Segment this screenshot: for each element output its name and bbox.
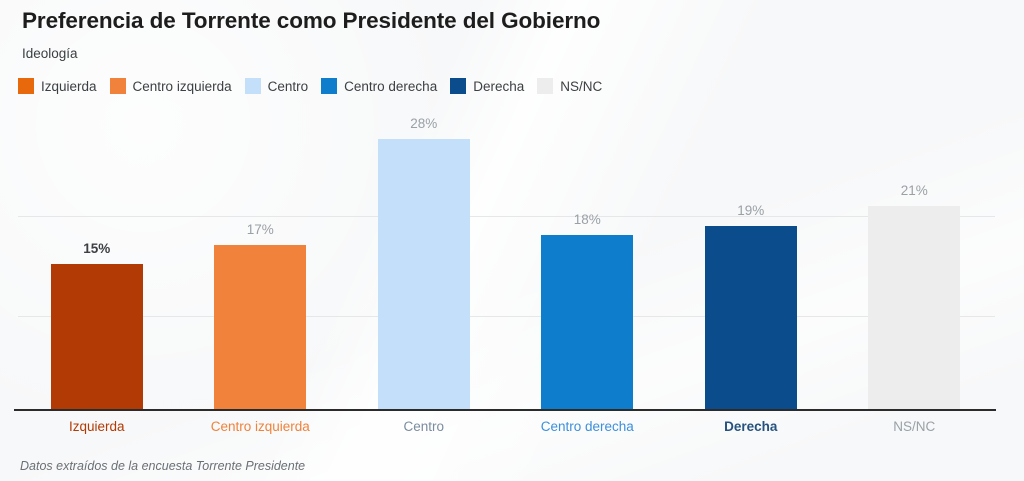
bar-centro-derecha[interactable] xyxy=(541,235,634,409)
bar-group-izquierda[interactable]: 15% xyxy=(15,69,179,409)
bar-group-centro-izquierda[interactable]: 17% xyxy=(179,69,343,409)
bar-group-derecha[interactable]: 19% xyxy=(669,69,833,409)
x-axis-label-izquierda[interactable]: Izquierda xyxy=(68,419,125,434)
chart-footnote: Datos extraídos de la encuesta Torrente … xyxy=(20,459,306,473)
bar-centro-izquierda[interactable] xyxy=(214,244,307,409)
bar-group-ns-nc[interactable]: 21% xyxy=(833,69,997,409)
bar-value-label-centro-derecha: 18% xyxy=(573,212,601,228)
bar-value-label-ns-nc: 21% xyxy=(900,183,928,199)
bar-centro[interactable] xyxy=(377,138,470,409)
bar-izquierda[interactable] xyxy=(50,264,143,409)
bar-derecha[interactable] xyxy=(704,225,797,409)
x-axis-label-centro-derecha[interactable]: Centro derecha xyxy=(540,419,634,434)
bar-value-label-centro: 28% xyxy=(410,115,438,131)
bar-ns-nc[interactable] xyxy=(868,206,961,409)
x-axis-label-centro-izquierda[interactable]: Centro izquierda xyxy=(210,419,310,434)
bar-group-centro-derecha[interactable]: 18% xyxy=(506,69,670,409)
bar-group-centro[interactable]: 28% xyxy=(342,69,506,409)
x-axis-label-ns-nc[interactable]: NS/NC xyxy=(893,419,936,434)
bar-value-label-centro-izquierda: 17% xyxy=(246,221,274,237)
bar-value-label-derecha: 19% xyxy=(737,202,765,218)
bar-value-label-izquierda: 15% xyxy=(83,241,111,257)
x-axis-label-centro[interactable]: Centro xyxy=(403,419,445,434)
x-axis-label-derecha[interactable]: Derecha xyxy=(724,419,778,434)
